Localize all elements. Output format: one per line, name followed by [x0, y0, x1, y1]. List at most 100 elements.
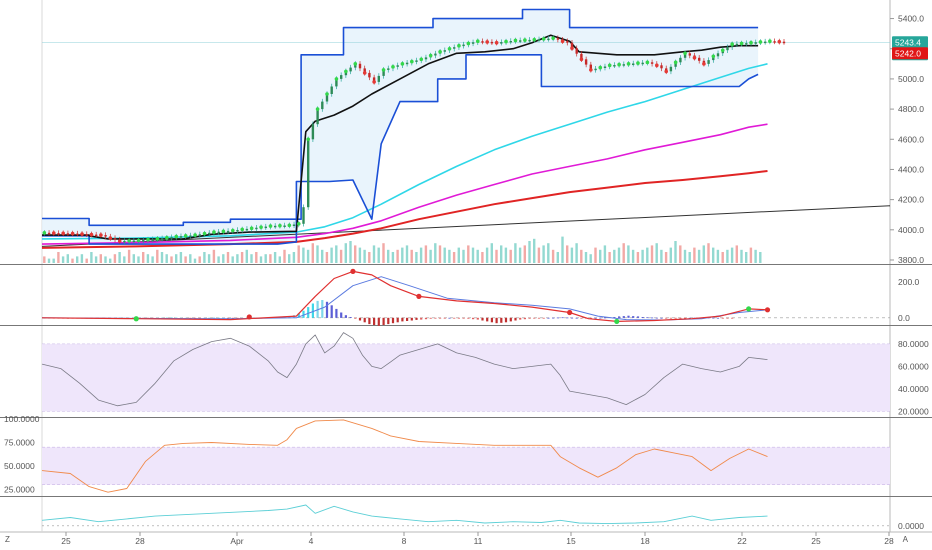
volume-bar [721, 252, 724, 263]
volume-bar [368, 252, 371, 263]
volume-bar [518, 247, 522, 263]
x-tick-label: 18 [640, 536, 650, 546]
x-tick-label: 25 [811, 536, 821, 546]
volume-bar [495, 249, 498, 263]
volume-bar [335, 245, 338, 263]
signal-dot [523, 38, 527, 42]
macd-histogram-bar [660, 317, 663, 319]
candle-body [589, 64, 592, 70]
candle-body [189, 235, 192, 237]
candle-body [712, 56, 715, 61]
candle-body [500, 42, 503, 44]
auto-scale-button[interactable]: A [902, 535, 908, 544]
candle-body [354, 63, 357, 68]
x-tick-label: 22 [737, 536, 747, 546]
macd-histogram-bar [302, 310, 305, 318]
macd-histogram-bar [420, 317, 423, 320]
moving-average-magenta [41, 123, 768, 245]
macd-histogram-bar [528, 317, 531, 319]
candle-body [570, 42, 574, 49]
volume-bar [137, 256, 140, 263]
candle-body [603, 66, 607, 68]
macd-histogram-bar [340, 312, 343, 318]
volume-bar [594, 247, 597, 263]
macd-histogram-bar [684, 317, 687, 319]
candle-body [382, 69, 385, 76]
macd-histogram-bar [665, 317, 668, 319]
volume-bar [434, 243, 437, 263]
volume-bar [66, 254, 69, 263]
x-tick-label: 28 [884, 536, 894, 546]
macd-histogram-bar [589, 317, 592, 319]
macd-histogram-bar [439, 317, 442, 319]
candle-body [415, 60, 418, 62]
volume-bar [222, 254, 225, 263]
volume-bar [255, 252, 258, 263]
volume-bar [726, 249, 729, 263]
volume-bar [226, 252, 230, 263]
signal-dot [353, 62, 358, 66]
macd-histogram-bar [490, 317, 493, 323]
signal-dot [42, 231, 47, 235]
candle-body [547, 38, 550, 41]
signal-dot [551, 36, 555, 40]
macd-histogram-bar [669, 317, 672, 319]
signal-dot [249, 226, 254, 231]
signal-dot [730, 42, 734, 47]
macd-cross-dot [746, 306, 752, 312]
macd-histogram-bar [330, 305, 333, 318]
signal-dot [532, 37, 537, 42]
candle-body [208, 232, 211, 235]
volume-bar [52, 258, 55, 263]
volume-bar [207, 254, 211, 263]
macd-histogram-bar [542, 317, 545, 319]
candle-body [217, 231, 220, 234]
signal-dot [447, 46, 452, 51]
candle-body [47, 232, 51, 235]
candle-body [396, 65, 399, 67]
macd-histogram-bar [335, 308, 338, 318]
macd-histogram-bar [429, 317, 432, 319]
volume-bar [142, 252, 145, 263]
macd-histogram-bar [622, 316, 625, 318]
y-tick-label: 4400.0 [898, 164, 924, 174]
signal-dot [400, 62, 405, 66]
volume-bar [730, 247, 734, 263]
volume-bar [646, 247, 649, 263]
volume-bar [580, 249, 583, 263]
volume-bar [735, 245, 738, 263]
macd-histogram-bar [651, 317, 654, 319]
signal-dot [80, 232, 84, 236]
volume-bar [641, 249, 644, 263]
macd-cross-dot [567, 309, 573, 316]
y-tick-label: 4000.0 [898, 225, 924, 235]
volume-bar [575, 243, 578, 263]
x-tick-label: 11 [474, 536, 483, 546]
macd-histogram-bar [486, 317, 489, 322]
macd-cross-dot [614, 318, 620, 325]
candle-body [292, 224, 296, 226]
volume-bar [123, 256, 126, 263]
volume-bar [608, 252, 611, 263]
volume-bar [354, 245, 357, 263]
volume-bar [273, 252, 277, 263]
volume-bar [43, 256, 46, 263]
y-tick-label: 5400.0 [898, 14, 924, 24]
macd-histogram-bar [627, 315, 630, 318]
signal-dot [155, 237, 160, 241]
volume-bar [589, 254, 592, 263]
timezone-button[interactable]: Z [5, 535, 10, 544]
candle-body [490, 41, 494, 44]
stoch-y-tick-label: 50.0000 [4, 461, 35, 471]
volume-bar [669, 247, 672, 263]
rsi-y-tick-label: 20.0000 [898, 406, 929, 416]
macd-histogram-bar [481, 317, 484, 321]
volume-bar [745, 252, 748, 263]
volume-bar [683, 249, 687, 263]
volume-bar [481, 252, 484, 263]
volume-bar [99, 254, 102, 263]
candle-body [132, 240, 136, 243]
signal-dot [626, 62, 631, 66]
macd-histogram-bar [613, 317, 616, 318]
volume-bar [547, 243, 550, 263]
